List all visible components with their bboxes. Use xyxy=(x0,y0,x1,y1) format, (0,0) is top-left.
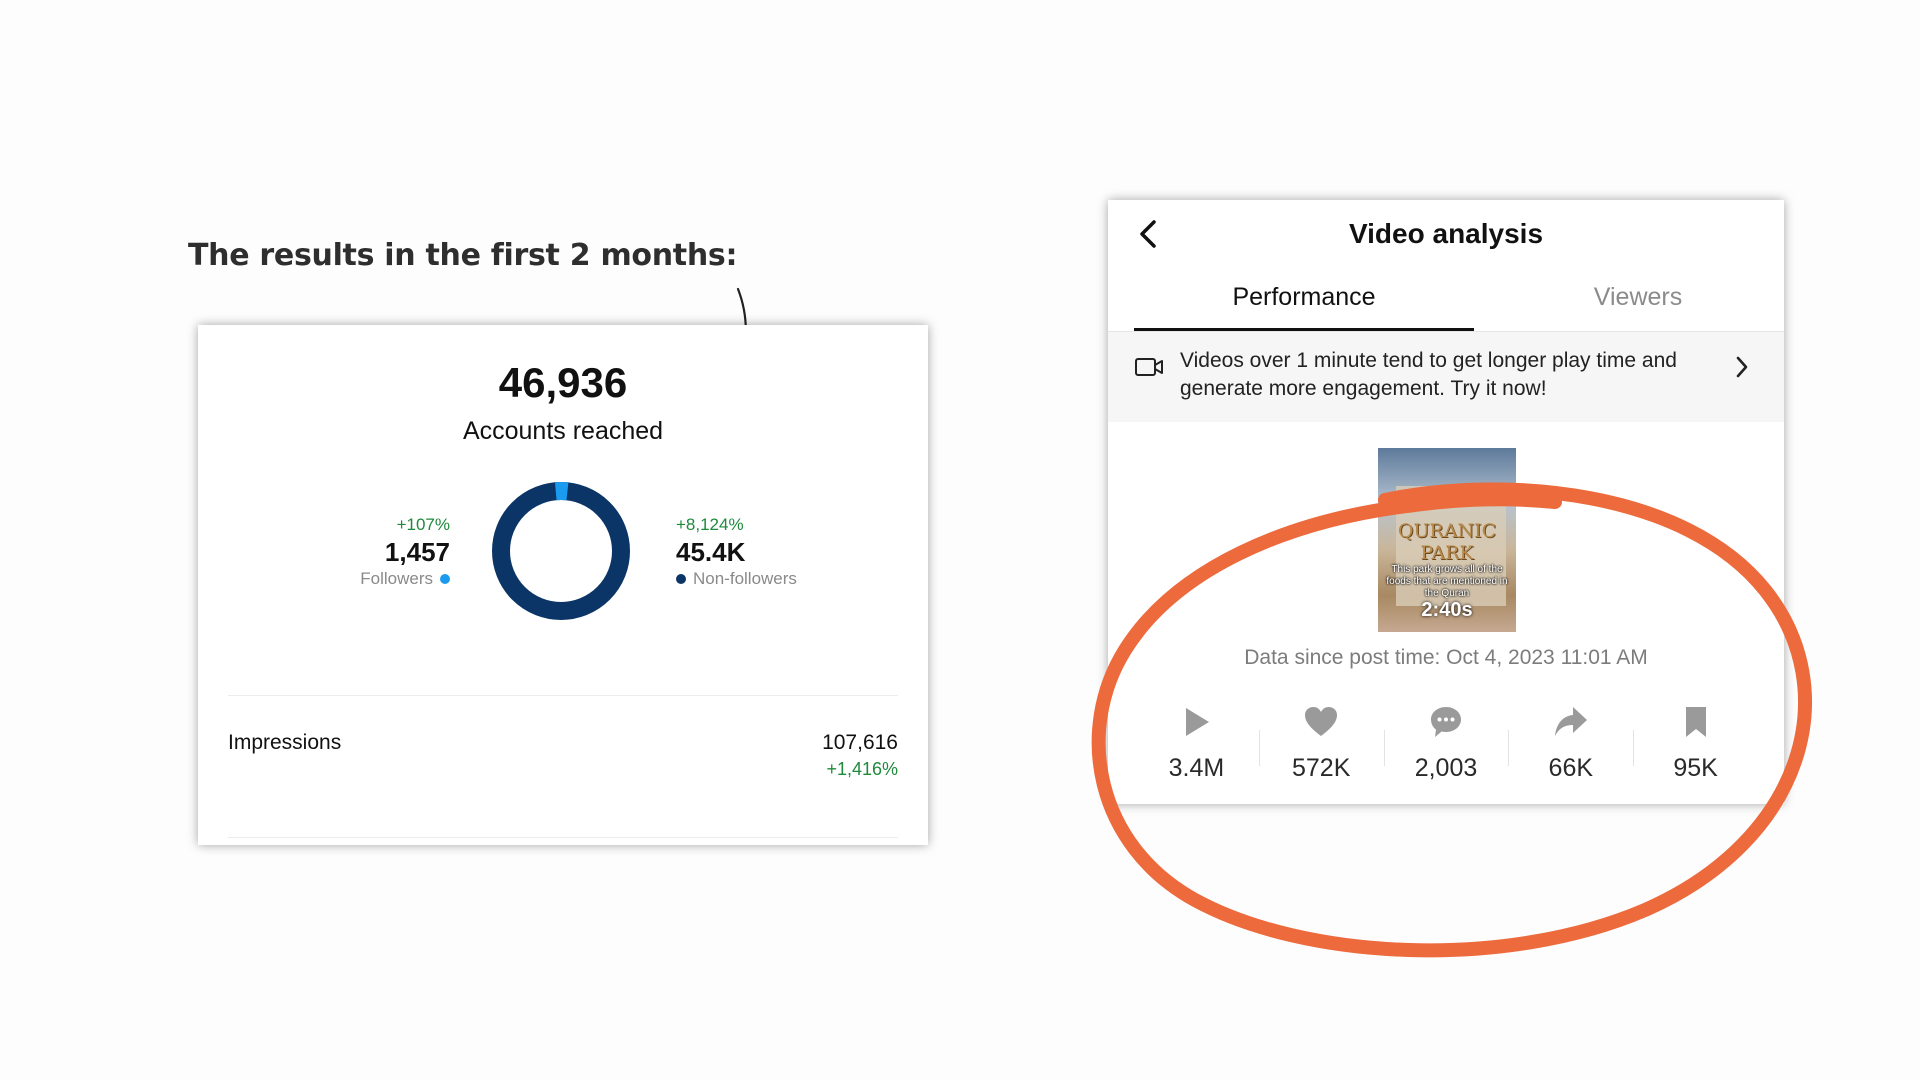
non-followers-label: Non-followers xyxy=(693,569,797,588)
stat-value: 95K xyxy=(1673,754,1718,782)
stat-likes: 572K xyxy=(1258,700,1384,796)
thumbnail-sign-line1: QURANIC xyxy=(1397,520,1497,542)
accounts-reached-value: 46,936 xyxy=(498,359,628,406)
stat-value: 2,003 xyxy=(1414,754,1478,782)
tiktok-video-analysis-card: Video analysis Performance Viewers Video… xyxy=(1108,200,1784,804)
stat-value: 3.4M xyxy=(1168,754,1225,782)
impressions-label: Impressions xyxy=(228,731,342,754)
non-followers-ring xyxy=(492,482,630,620)
page-title: Video analysis xyxy=(1348,218,1544,249)
thumbnail-sign-line2: PARK xyxy=(1420,542,1474,564)
chevron-left-icon[interactable] xyxy=(1134,212,1164,256)
followers-label: Followers xyxy=(360,569,433,588)
bookmark-icon xyxy=(1685,707,1706,737)
video-camera-icon xyxy=(1135,358,1163,376)
share-icon xyxy=(1554,707,1587,736)
active-tab-indicator xyxy=(1134,328,1474,331)
stat-value: 572K xyxy=(1292,754,1351,782)
chevron-right-icon[interactable] xyxy=(1734,354,1750,380)
followers-value: 1,457 xyxy=(384,537,450,567)
accounts-reached-label: Accounts reached xyxy=(462,417,664,445)
video-duration: 2:40s xyxy=(1421,599,1473,621)
stat-shares: 66K xyxy=(1508,700,1633,796)
divider xyxy=(228,695,898,696)
instagram-insights-card: 46,936 Accounts reached +107% 1,457 Foll… xyxy=(198,325,928,845)
engagement-stats: 3.4M 572K 2,003 66K xyxy=(1134,700,1758,796)
play-icon xyxy=(1186,708,1210,736)
followers-change: +107% xyxy=(396,515,450,534)
non-followers-change: +8,124% xyxy=(676,515,744,534)
tip-banner[interactable]: Videos over 1 minute tend to get longer … xyxy=(1108,332,1784,422)
non-followers-segment: +8,124% 45.4K Non-followers xyxy=(676,515,797,589)
impressions-change: +1,416% xyxy=(826,759,898,779)
stat-comments: 2,003 xyxy=(1383,700,1509,796)
thumbnail-sign: QURANIC PARK xyxy=(1378,520,1516,564)
stat-views: 3.4M xyxy=(1134,700,1259,796)
impressions-value: 107,616 xyxy=(822,731,898,754)
heart-icon xyxy=(1305,707,1338,736)
tip-text: Videos over 1 minute tend to get longer … xyxy=(1180,349,1677,400)
stat-favorites: 95K xyxy=(1633,700,1758,796)
data-since-text: Data since post time: Oct 4, 2023 11:01 … xyxy=(1244,646,1648,669)
non-followers-value: 45.4K xyxy=(676,537,746,567)
tab-viewers[interactable]: Viewers xyxy=(1593,283,1683,311)
audience-donut-chart xyxy=(492,482,630,620)
tab-bar-border xyxy=(1108,331,1784,332)
headline: The results in the first 2 months: xyxy=(188,238,738,273)
thumbnail-caption: This park grows all of the foods that ar… xyxy=(1386,564,1508,599)
comment-icon xyxy=(1430,707,1461,737)
stat-value: 66K xyxy=(1548,754,1594,782)
followers-segment: +107% 1,457 Followers xyxy=(360,515,450,589)
non-followers-legend-dot xyxy=(676,574,686,584)
video-thumbnail[interactable]: QURANIC PARK This park grows all of the … xyxy=(1378,448,1516,632)
divider xyxy=(228,837,898,838)
tab-performance[interactable]: Performance xyxy=(1232,283,1376,311)
followers-legend-dot xyxy=(440,574,450,584)
